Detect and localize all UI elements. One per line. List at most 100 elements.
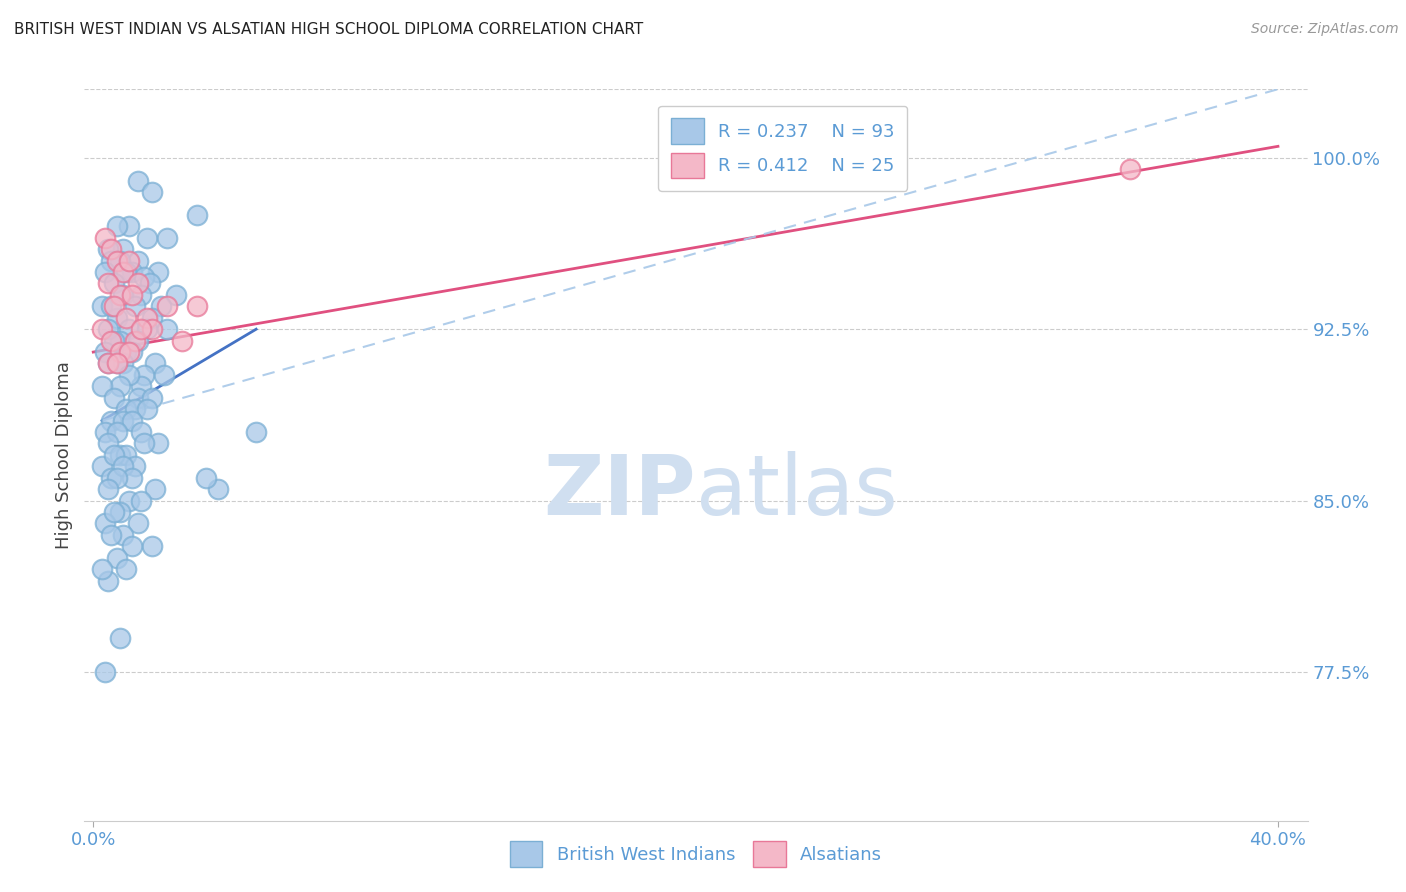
Point [108, 288, 131, 302]
Point [91, 299, 114, 313]
Point [245, 425, 267, 439]
Point [141, 310, 163, 325]
Point [111, 242, 134, 256]
Point [103, 391, 125, 405]
Point [127, 334, 149, 348]
Point [108, 448, 131, 462]
Point [124, 402, 146, 417]
Point [100, 414, 122, 428]
Point [103, 505, 125, 519]
Point [114, 448, 136, 462]
Point [129, 493, 152, 508]
Point [138, 277, 160, 291]
Point [118, 322, 141, 336]
Point [132, 436, 155, 450]
Point [100, 299, 122, 313]
Point [111, 459, 134, 474]
Point [148, 265, 170, 279]
Y-axis label: High School Diploma: High School Diploma [55, 361, 73, 549]
Point [91, 459, 114, 474]
Point [127, 253, 149, 268]
Point [100, 528, 122, 542]
Point [121, 540, 143, 554]
Point [103, 277, 125, 291]
Point [124, 459, 146, 474]
Point [135, 402, 157, 417]
Point [111, 528, 134, 542]
Point [141, 185, 163, 199]
Point [118, 219, 141, 234]
Point [172, 334, 194, 348]
Point [132, 368, 155, 382]
Point [127, 391, 149, 405]
Point [186, 299, 208, 313]
Point [105, 357, 128, 371]
Point [105, 471, 128, 485]
Point [108, 379, 131, 393]
Point [127, 277, 149, 291]
Point [111, 288, 134, 302]
Point [108, 253, 131, 268]
Point [156, 299, 179, 313]
Point [97, 277, 120, 291]
Point [105, 357, 128, 371]
Point [135, 231, 157, 245]
Legend: British West Indians, Alsatians: British West Indians, Alsatians [502, 834, 890, 874]
Point [97, 482, 120, 496]
Point [105, 253, 128, 268]
Point [111, 265, 134, 279]
Point [94, 516, 117, 531]
Point [156, 231, 179, 245]
Point [114, 265, 136, 279]
Point [186, 208, 208, 222]
Point [121, 265, 143, 279]
Point [141, 322, 163, 336]
Point [91, 379, 114, 393]
Point [103, 334, 125, 348]
Point [150, 299, 173, 313]
Point [118, 253, 141, 268]
Point [118, 368, 141, 382]
Point [100, 471, 122, 485]
Point [118, 345, 141, 359]
Point [121, 288, 143, 302]
Point [97, 436, 120, 450]
Point [100, 242, 122, 256]
Point [114, 345, 136, 359]
Point [91, 562, 114, 576]
Text: ZIP: ZIP [544, 451, 696, 532]
Point [121, 471, 143, 485]
Point [97, 357, 120, 371]
Point [94, 665, 117, 679]
Point [105, 310, 128, 325]
Point [94, 425, 117, 439]
Point [145, 482, 167, 496]
Point [97, 242, 120, 256]
Point [100, 334, 122, 348]
Point [165, 288, 187, 302]
Point [124, 299, 146, 313]
Point [194, 471, 217, 485]
Point [129, 425, 152, 439]
Point [97, 322, 120, 336]
Point [141, 540, 163, 554]
Point [153, 368, 176, 382]
Point [97, 357, 120, 371]
Point [108, 345, 131, 359]
Point [108, 334, 131, 348]
Point [118, 493, 141, 508]
Point [156, 322, 179, 336]
Point [91, 322, 114, 336]
Text: Source: ZipAtlas.com: Source: ZipAtlas.com [1251, 22, 1399, 37]
Point [97, 574, 120, 588]
Point [148, 436, 170, 450]
Point [141, 391, 163, 405]
Point [103, 299, 125, 313]
Point [111, 357, 134, 371]
Point [207, 482, 229, 496]
Point [114, 562, 136, 576]
Point [108, 631, 131, 645]
Point [94, 265, 117, 279]
Point [129, 288, 152, 302]
Point [129, 379, 152, 393]
